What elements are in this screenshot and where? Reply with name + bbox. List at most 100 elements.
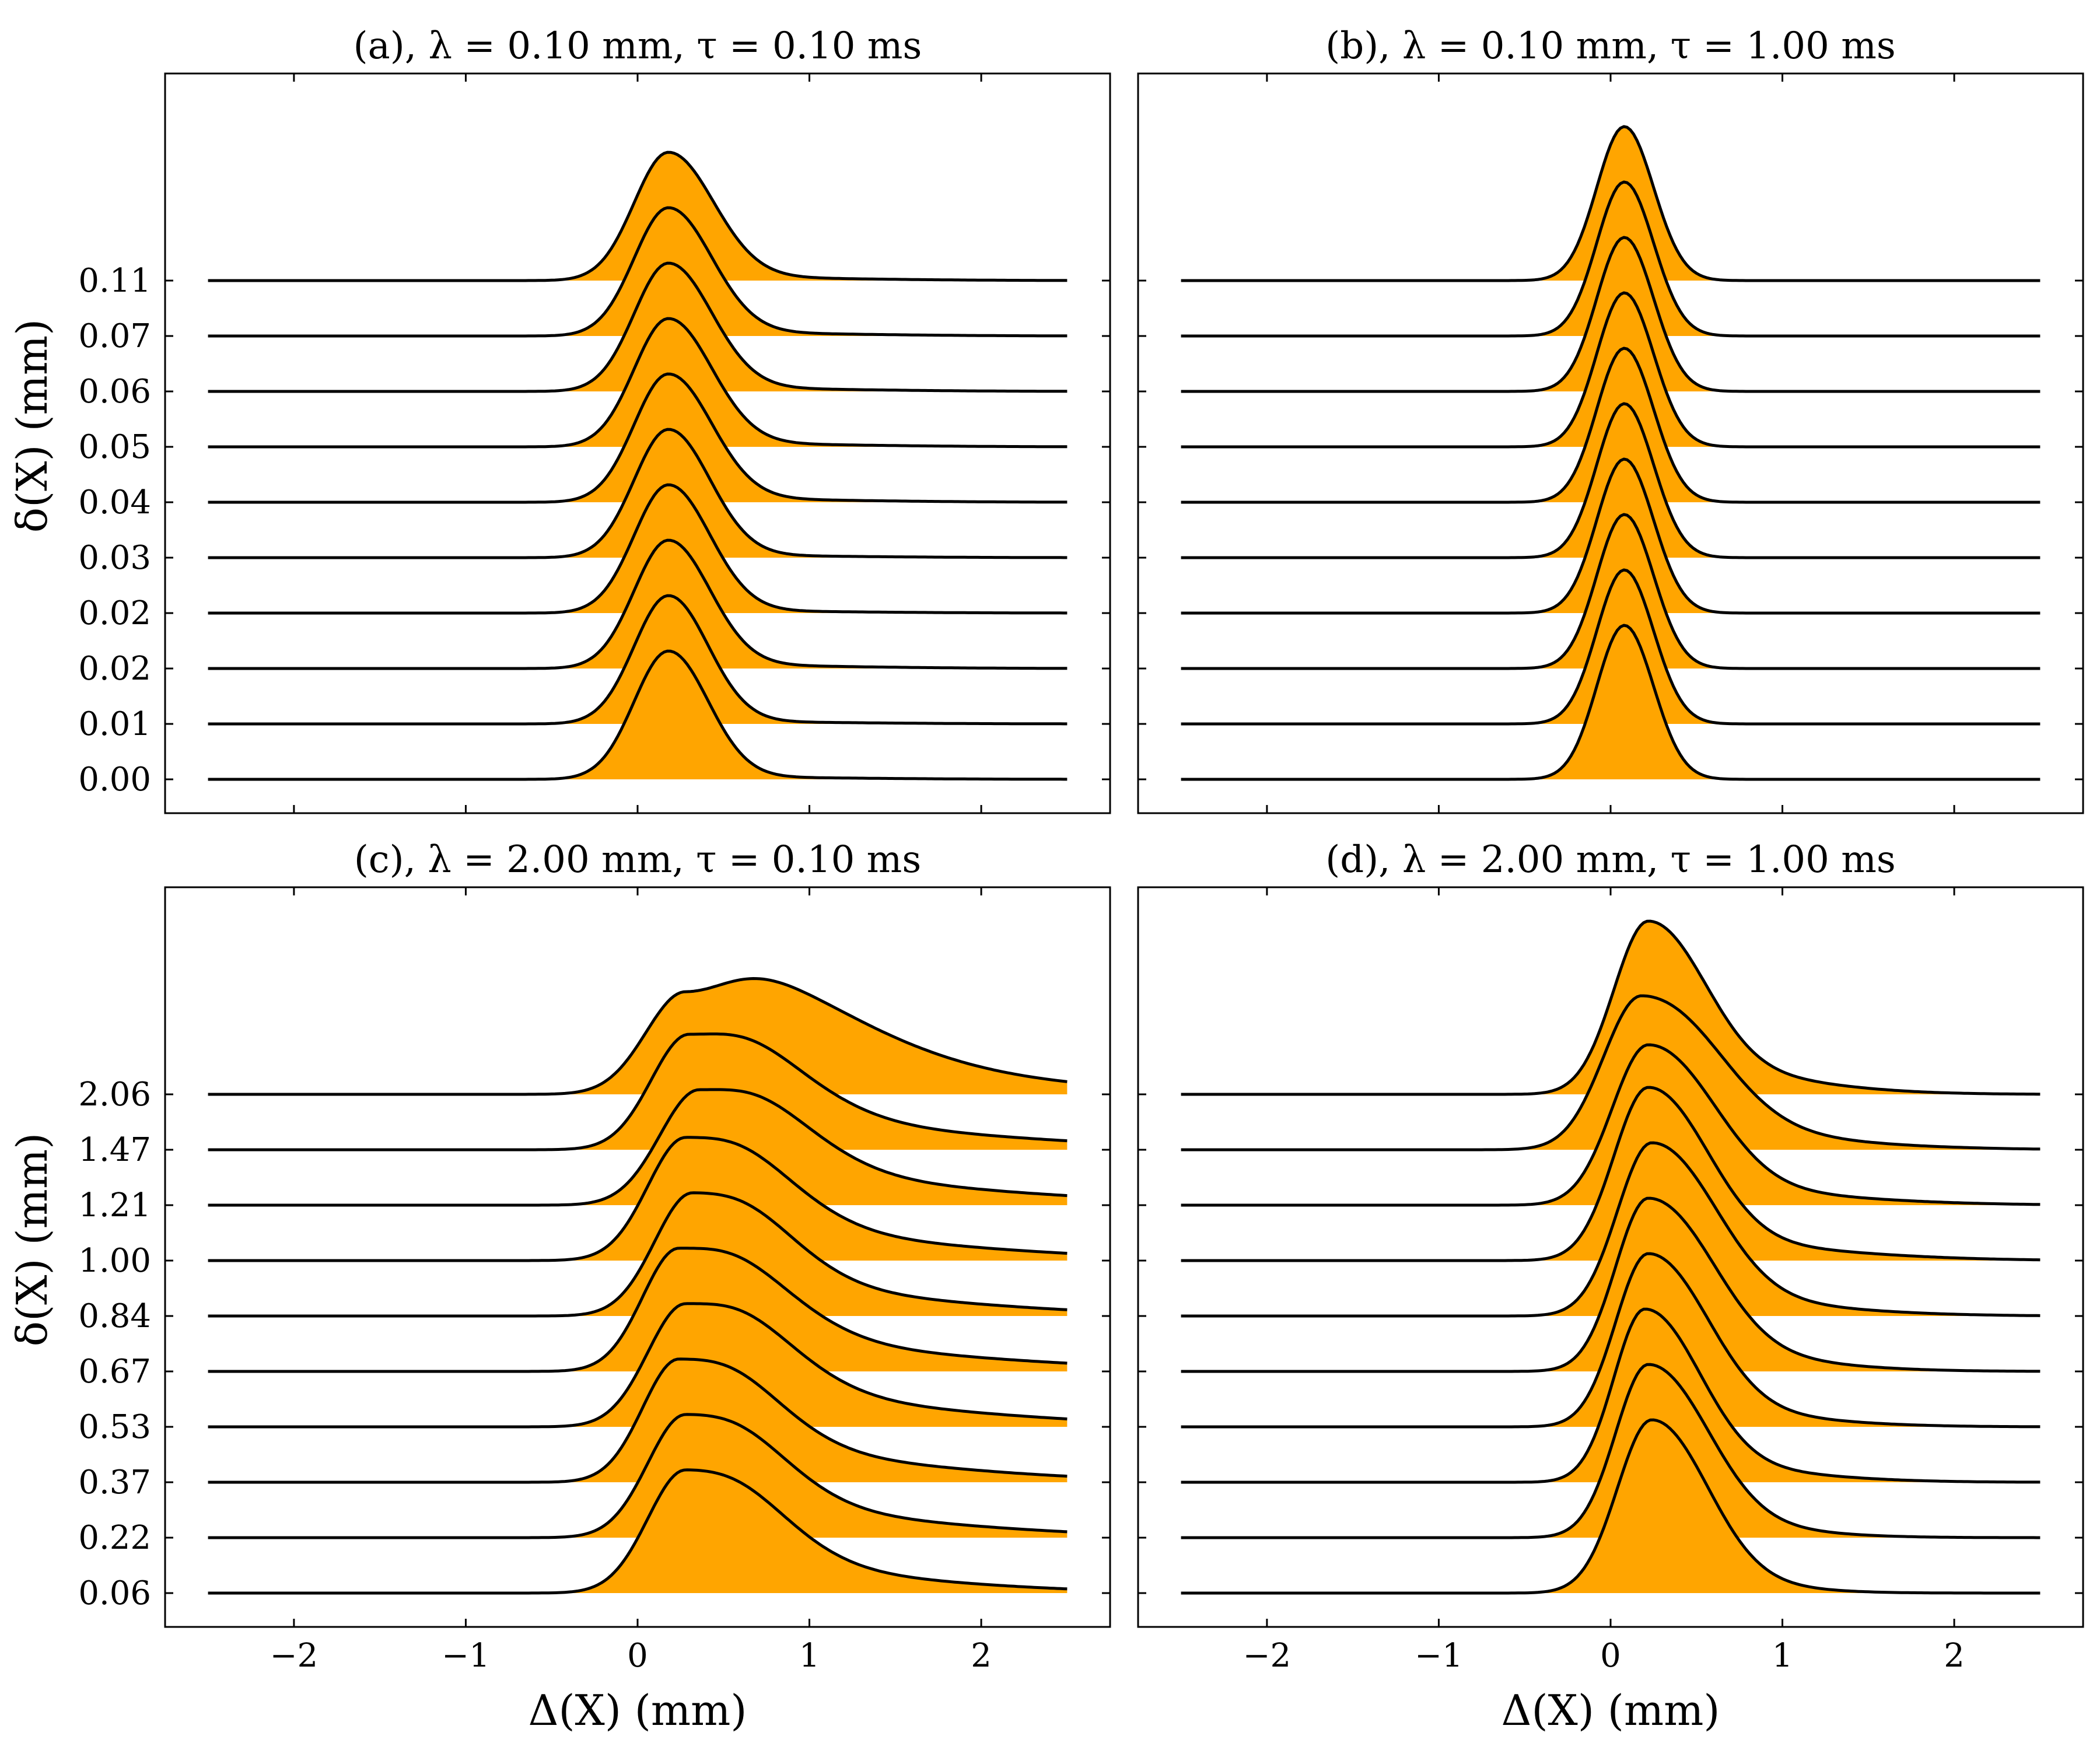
ridge-fill-9: [1181, 921, 2041, 1094]
ridge-line-0: [1181, 624, 2041, 781]
ridge-line-8: [208, 206, 1068, 338]
panel-title: (d), λ = 2.00 mm, τ = 1.00 ms: [1325, 838, 1895, 881]
y-tick-label: 0.02: [78, 594, 151, 632]
x-axis-label: Δ(X) (mm): [528, 1686, 747, 1735]
ridge-line-8: [208, 1032, 1068, 1152]
x-tick-label: 1: [799, 1637, 820, 1675]
ridge-fill-0: [1181, 1420, 2041, 1593]
panel-title: (a), λ = 0.10 mm, τ = 0.10 ms: [354, 24, 922, 68]
ridge-line-4: [1181, 402, 2041, 559]
ridge-line-7: [1181, 1043, 2041, 1207]
ridge-fill-9: [208, 152, 1068, 281]
ridge-line-1: [1181, 568, 2041, 726]
ridge-line-3: [208, 483, 1068, 615]
ridge-line-2: [208, 1357, 1068, 1484]
panel-c: −2 −1 0 1 2 0.06 0.22 0.37 0.53 0.67 0.84 1.00 1.21 1…: [8, 838, 1111, 1735]
panel-title: (c), λ = 2.00 mm, τ = 0.10 ms: [354, 838, 921, 881]
ridge-line-4: [1181, 1196, 2041, 1373]
x-tick-label: 2: [971, 1637, 992, 1675]
ridge-line-6: [208, 317, 1068, 449]
x-tick-label: 1: [1772, 1637, 1793, 1675]
ridges: [208, 977, 1068, 1595]
ridge-line-2: [208, 538, 1068, 670]
panel-b: (b), λ = 0.10 mm, τ = 1.00 ms: [1137, 24, 2084, 814]
ridge-line-2: [1181, 1307, 2041, 1484]
ridge-line-3: [1181, 1252, 2041, 1429]
ridge-fill-6: [1181, 1087, 2041, 1261]
ridge-line-7: [208, 261, 1068, 393]
ridge-fill-0: [208, 651, 1068, 779]
ridge-line-9: [1181, 919, 2041, 1096]
ridge-line-8: [1181, 994, 2041, 1152]
ridge-line-9: [208, 977, 1068, 1096]
ridge-fill-7: [1181, 1045, 2041, 1205]
ridge-line-4: [208, 1247, 1068, 1373]
x-tick-label: −1: [442, 1637, 490, 1675]
ridge-fill-8: [208, 1034, 1068, 1150]
ridge-fill-9: [208, 978, 1068, 1094]
ridge-line-6: [208, 1136, 1068, 1262]
ridge-fill-3: [208, 485, 1068, 613]
y-tick-label: 0.02: [78, 650, 151, 688]
ridge-fill-1: [208, 596, 1068, 724]
ridges: [1181, 919, 2041, 1595]
ridge-fill-2: [1181, 1309, 2041, 1482]
y-tick-label: 2.06: [78, 1076, 151, 1114]
ridge-fill-7: [208, 1089, 1068, 1205]
ridge-fill-8: [1181, 996, 2041, 1150]
ridge-line-7: [208, 1088, 1068, 1207]
ridge-line-2: [1181, 513, 2041, 670]
ridge-fill-1: [208, 1414, 1068, 1538]
y-axis-label: δ(X) (mm): [8, 319, 57, 533]
ridge-line-3: [208, 1302, 1068, 1429]
ridge-line-1: [208, 594, 1068, 726]
y-axis-label: δ(X) (mm): [8, 1133, 57, 1346]
ridge-fill-2: [208, 540, 1068, 668]
y-tick-label: 1.47: [78, 1131, 151, 1169]
ridge-fill-0: [1181, 625, 2041, 779]
y-tick-label: 1.21: [78, 1186, 151, 1224]
ridge-fill-5: [208, 374, 1068, 502]
ridge-fill-4: [208, 429, 1068, 558]
ridge-fill-6: [208, 318, 1068, 447]
ridge-line-5: [208, 372, 1068, 504]
ridge-line-9: [1181, 125, 2041, 282]
y-tick-label: 0.05: [78, 428, 151, 466]
y-tick-label: 0.03: [78, 539, 151, 577]
x-tick-label: −2: [1243, 1637, 1292, 1675]
y-tick-label: 0.22: [78, 1519, 151, 1557]
ridge-line-1: [208, 1413, 1068, 1539]
ridges: [208, 150, 1068, 781]
panel-a: 0.00 0.01 0.02 0.02 0.03 0.04 0.05 0.06 0.07 0.11…: [8, 24, 1111, 814]
y-tick-label: 0.84: [78, 1297, 151, 1335]
ridge-fill-5: [208, 1192, 1068, 1316]
y-tick-label: 0.06: [78, 1574, 151, 1612]
ridge-line-5: [208, 1191, 1068, 1318]
y-tick-label: 0.53: [78, 1408, 151, 1446]
ridge-line-0: [208, 649, 1068, 781]
y-tick-label: 0.01: [78, 705, 151, 743]
ridge-line-7: [1181, 236, 2041, 393]
ridge-line-0: [208, 1468, 1068, 1595]
x-tick-label: −1: [1415, 1637, 1463, 1675]
ridge-line-5: [1181, 346, 2041, 504]
x-tick-label: 0: [1600, 1637, 1621, 1675]
ridge-line-3: [1181, 457, 2041, 615]
ridge-line-6: [1181, 1086, 2041, 1262]
ridge-fill-3: [208, 1303, 1068, 1427]
ridges: [1181, 125, 2041, 781]
ridge-fill-7: [208, 263, 1068, 391]
y-tick-label: 0.00: [78, 761, 151, 799]
y-tick-label: 0.04: [78, 484, 151, 522]
x-tick-label: 0: [627, 1637, 648, 1675]
ridge-line-6: [1181, 291, 2041, 449]
ridge-line-1: [1181, 1363, 2041, 1539]
panel-title: (b), λ = 0.10 mm, τ = 1.00 ms: [1325, 24, 1895, 68]
y-tick-label: 0.67: [78, 1353, 151, 1391]
ridge-line-5: [1181, 1141, 2041, 1318]
y-tick-label: 0.07: [78, 317, 151, 355]
x-tick-label: 2: [1944, 1637, 1965, 1675]
x-tick-label: −2: [270, 1637, 318, 1675]
ridge-fill-6: [208, 1137, 1068, 1261]
